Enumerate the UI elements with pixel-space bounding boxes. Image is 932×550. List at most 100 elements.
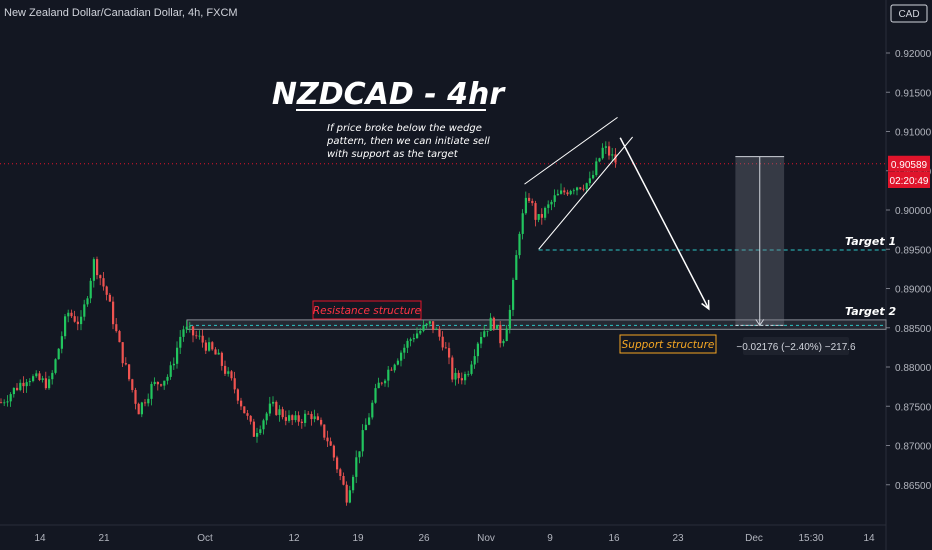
candle-body	[67, 312, 70, 317]
candle-body	[76, 321, 79, 325]
candle-body	[614, 154, 617, 163]
note-line-2: pattern, then we can initiate sell	[326, 136, 490, 147]
price-tick-label: 0.87500	[895, 402, 932, 413]
candle-body	[6, 401, 9, 403]
candle-body	[464, 374, 467, 381]
candle-body	[150, 384, 153, 399]
candle-body	[547, 204, 550, 208]
candle-body	[297, 415, 300, 422]
candle-body	[336, 457, 339, 470]
candle-body	[294, 415, 297, 421]
wedge-lower-line	[538, 136, 633, 250]
projection-arrow	[619, 137, 710, 310]
candle-body	[265, 413, 268, 421]
candle-body	[73, 316, 76, 322]
candle-body	[256, 432, 259, 437]
candle-body	[435, 329, 438, 330]
candle-body	[182, 329, 185, 337]
candle-body	[118, 331, 121, 343]
candle-body	[198, 335, 201, 337]
price-tick-label: 0.90000	[895, 206, 932, 217]
candle-body	[169, 365, 172, 377]
candle-body	[204, 342, 207, 351]
candle-body	[364, 424, 367, 431]
candle-body	[252, 421, 255, 437]
candle-body	[304, 413, 307, 423]
candle-body	[201, 335, 204, 343]
candle-body	[233, 378, 236, 390]
candle-body	[560, 190, 563, 194]
time-tick-label: 21	[98, 533, 110, 544]
candle-body	[540, 214, 543, 218]
price-tick-label: 0.91000	[895, 128, 932, 139]
candle-body	[441, 336, 444, 348]
time-tick-label: 14	[863, 533, 875, 544]
candle-body	[425, 323, 428, 326]
candle-body	[374, 388, 377, 403]
candle-body	[86, 298, 89, 305]
candle-body	[262, 420, 265, 430]
candle-body	[211, 342, 214, 350]
candle-body	[224, 365, 227, 374]
candle-body	[432, 321, 435, 330]
resistance-label-box	[312, 300, 422, 320]
candle-body	[377, 382, 380, 389]
candle-body	[326, 437, 329, 442]
candle-body	[144, 402, 147, 404]
candle-body	[588, 178, 591, 184]
candle-body	[601, 147, 604, 159]
candle-body	[598, 158, 601, 162]
candle-body	[572, 190, 575, 192]
candle-body	[534, 203, 537, 220]
candle-body	[480, 337, 483, 344]
candle-body	[307, 413, 310, 415]
candle-body	[195, 335, 198, 337]
candle-body	[518, 233, 521, 256]
time-axis[interactable]: 14 21 Oct 12 19 26 Nov 9 16 23 Dec 15:30 14	[34, 533, 875, 544]
candle-body	[284, 417, 287, 421]
note-line-1: If price broke below the wedge	[327, 123, 482, 134]
resistance-label: Resistance structure	[313, 305, 421, 317]
candle-body	[249, 415, 252, 422]
candle-body	[131, 379, 134, 390]
candle-body	[416, 333, 419, 339]
candle-body	[268, 403, 271, 414]
current-price: 0.90589	[891, 160, 928, 171]
candle-body	[153, 381, 156, 385]
candle-body	[112, 301, 115, 325]
time-tick-label: Dec	[745, 533, 763, 544]
candle-body	[140, 402, 143, 415]
target1-label: Target 1	[845, 235, 896, 248]
candle-body	[188, 326, 191, 328]
candles	[0, 141, 617, 506]
candle-body	[16, 387, 19, 391]
candle-body	[22, 382, 25, 387]
candle-body	[352, 476, 355, 491]
candle-body	[563, 190, 566, 193]
measure-label-box	[743, 337, 849, 355]
candle-body	[595, 161, 598, 176]
candle-body	[102, 278, 105, 287]
candle-body	[313, 416, 316, 420]
candle-body	[592, 175, 595, 179]
candle-body	[320, 419, 323, 425]
candle-body	[41, 378, 44, 381]
candle-body	[19, 382, 22, 391]
currency-button[interactable]	[890, 4, 928, 23]
candle-body	[422, 325, 425, 331]
candle-body	[505, 328, 508, 342]
candle-body	[528, 197, 531, 201]
candle-body	[585, 183, 588, 190]
candle-body	[531, 200, 534, 204]
candle-body	[38, 373, 41, 381]
candle-body	[156, 381, 159, 385]
candle-body	[70, 312, 73, 317]
bar-countdown: 02:20:49	[890, 176, 929, 187]
candle-body	[176, 347, 179, 364]
candle-body	[172, 363, 175, 366]
projection-arrowhead	[701, 299, 710, 311]
candle-body	[275, 401, 278, 415]
candle-body	[419, 330, 422, 334]
candle-body	[54, 359, 57, 373]
